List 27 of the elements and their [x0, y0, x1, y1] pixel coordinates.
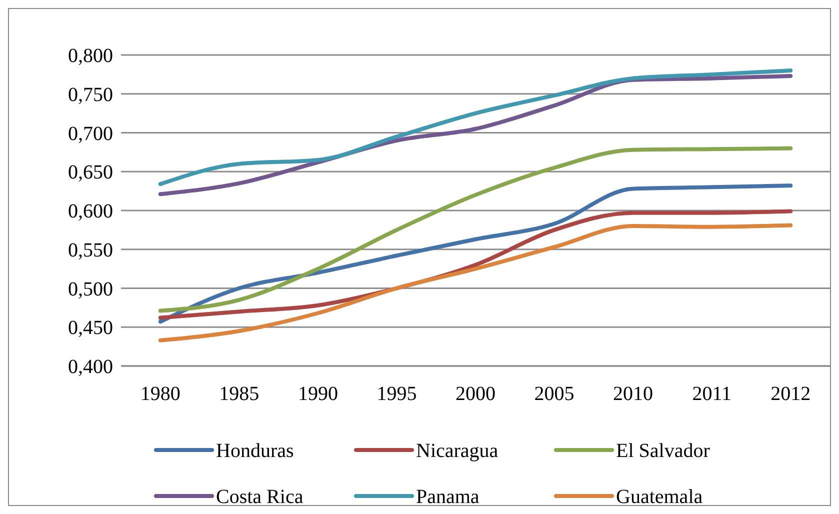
x-tick-label: 2010: [613, 383, 654, 405]
y-tick-label: 0,500: [68, 278, 113, 300]
line-series: [158, 146, 793, 313]
x-tick-label: 2012: [770, 383, 811, 405]
x-tick-label: 1990: [298, 383, 338, 405]
y-tick-label: 0,450: [68, 317, 113, 340]
y-tick-label: 0,650: [68, 162, 113, 184]
x-tick-label: 1985: [219, 383, 260, 405]
y-tick-label: 0,600: [68, 200, 113, 222]
line-series: [158, 184, 793, 324]
x-tick-label: 1995: [376, 383, 417, 405]
line-series: [158, 223, 793, 342]
y-tick-label: 0,550: [68, 239, 113, 262]
legend-label: Panama: [416, 486, 480, 508]
x-tick-label: 2011: [692, 383, 732, 405]
x-tick-label: 2005: [534, 383, 574, 405]
legend-label: Costa Rica: [216, 486, 304, 508]
y-tick-label: 0,750: [68, 84, 113, 106]
legend-label: Guatemala: [616, 486, 703, 508]
y-tick-label: 0,800: [68, 45, 113, 67]
x-tick-label: 1980: [140, 383, 180, 405]
legend-label: El Salvador: [616, 440, 710, 462]
y-tick-label: 0,400: [68, 356, 113, 378]
x-tick-label: 2000: [456, 383, 496, 405]
legend-label: Nicaragua: [416, 440, 498, 462]
y-tick-label: 0,700: [68, 122, 113, 145]
legend-label: Honduras: [216, 440, 294, 462]
